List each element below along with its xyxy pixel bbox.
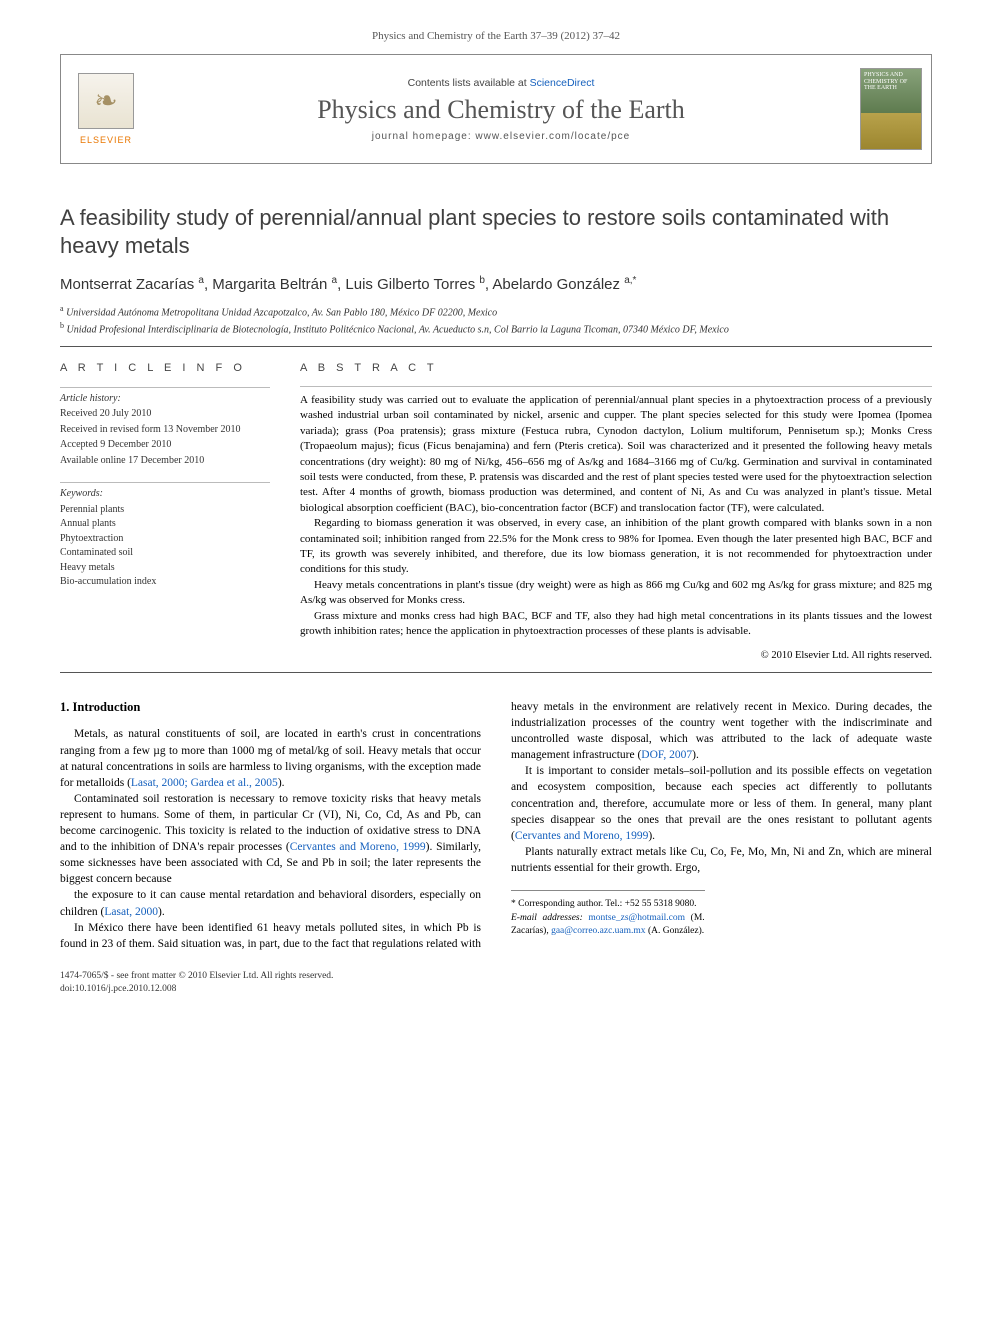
corresponding-author-footnote: * Corresponding author. Tel.: +52 55 531… <box>511 890 705 937</box>
article-title: A feasibility study of perennial/annual … <box>60 204 932 259</box>
publisher-name: ELSEVIER <box>80 135 132 145</box>
abstract-column: A B S T R A C T A feasibility study was … <box>300 361 932 664</box>
abstract-paragraph: A feasibility study was carried out to e… <box>300 393 932 516</box>
citation-link[interactable]: Lasat, 2000; Gardea et al., 2005 <box>131 777 278 789</box>
abstract-paragraph: Grass mixture and monks cress had high B… <box>300 609 932 640</box>
history-item: Accepted 9 December 2010 <box>60 438 270 453</box>
divider <box>60 346 932 347</box>
affiliation-item: a Universidad Autónoma Metropolitana Uni… <box>60 303 932 320</box>
doi-line: doi:10.1016/j.pce.2010.12.008 <box>60 983 932 996</box>
keyword-item: Contaminated soil <box>60 546 270 561</box>
page-footer: 1474-7065/$ - see front matter © 2010 El… <box>60 970 932 996</box>
journal-homepage-line: journal homepage: www.elsevier.com/locat… <box>372 131 630 142</box>
citation-link[interactable]: Lasat, 2000 <box>104 906 158 918</box>
affiliations: a Universidad Autónoma Metropolitana Uni… <box>60 303 932 338</box>
abstract-heading: A B S T R A C T <box>300 361 932 376</box>
body-paragraph: Plants naturally extract metals like Cu,… <box>511 844 932 876</box>
citation-link[interactable]: Cervantes and Moreno, 1999 <box>515 830 649 842</box>
issn-line: 1474-7065/$ - see front matter © 2010 El… <box>60 970 932 983</box>
journal-homepage-url[interactable]: www.elsevier.com/locate/pce <box>475 131 630 142</box>
journal-masthead: ❧ ELSEVIER Contents lists available at S… <box>60 54 932 164</box>
history-label: Article history: <box>60 392 270 407</box>
history-item: Received 20 July 2010 <box>60 407 270 422</box>
keyword-item: Heavy metals <box>60 561 270 576</box>
journal-reference: Physics and Chemistry of the Earth 37–39… <box>60 30 932 42</box>
body-paragraph: Metals, as natural constituents of soil,… <box>60 726 481 790</box>
body-two-columns: 1. Introduction Metals, as natural const… <box>60 699 932 952</box>
keywords-label: Keywords: <box>60 487 270 502</box>
keyword-item: Phytoextraction <box>60 532 270 547</box>
keyword-item: Bio-accumulation index <box>60 575 270 590</box>
body-paragraph: the exposure to it can cause mental reta… <box>60 887 481 919</box>
elsevier-tree-icon: ❧ <box>78 73 134 129</box>
citation-link[interactable]: Cervantes and Moreno, 1999 <box>290 841 426 853</box>
keyword-item: Annual plants <box>60 517 270 532</box>
abstract-paragraph: Heavy metals concentrations in plant's t… <box>300 578 932 609</box>
email-label: E-mail addresses: <box>511 913 588 923</box>
article-info-heading: A R T I C L E I N F O <box>60 361 270 377</box>
body-paragraph: Contaminated soil restoration is necessa… <box>60 791 481 888</box>
publisher-logo-block: ❧ ELSEVIER <box>61 55 151 163</box>
divider <box>60 672 932 673</box>
author-email-link[interactable]: gaa@correo.azc.uam.mx <box>551 926 645 936</box>
citation-link[interactable]: DOF, 2007 <box>641 749 692 761</box>
history-item: Received in revised form 13 November 201… <box>60 423 270 438</box>
article-info-column: A R T I C L E I N F O Article history: R… <box>60 361 270 664</box>
journal-title: Physics and Chemistry of the Earth <box>317 95 685 125</box>
abstract-copyright: © 2010 Elsevier Ltd. All rights reserved… <box>300 649 932 664</box>
affiliation-item: b Unidad Profesional Interdisciplinaria … <box>60 320 932 337</box>
keyword-item: Perennial plants <box>60 503 270 518</box>
body-paragraph: It is important to consider metals–soil-… <box>511 763 932 843</box>
author-list: Montserrat Zacarías a, Margarita Beltrán… <box>60 275 932 293</box>
sciencedirect-link[interactable]: ScienceDirect <box>530 77 595 89</box>
author-email-link[interactable]: montse_zs@hotmail.com <box>588 913 685 923</box>
history-item: Available online 17 December 2010 <box>60 454 270 469</box>
section-heading-introduction: 1. Introduction <box>60 699 481 717</box>
contents-available-line: Contents lists available at ScienceDirec… <box>408 77 595 89</box>
abstract-paragraph: Regarding to biomass generation it was o… <box>300 516 932 578</box>
journal-cover-thumb: PHYSICS AND CHEMISTRY OF THE EARTH <box>860 68 922 150</box>
